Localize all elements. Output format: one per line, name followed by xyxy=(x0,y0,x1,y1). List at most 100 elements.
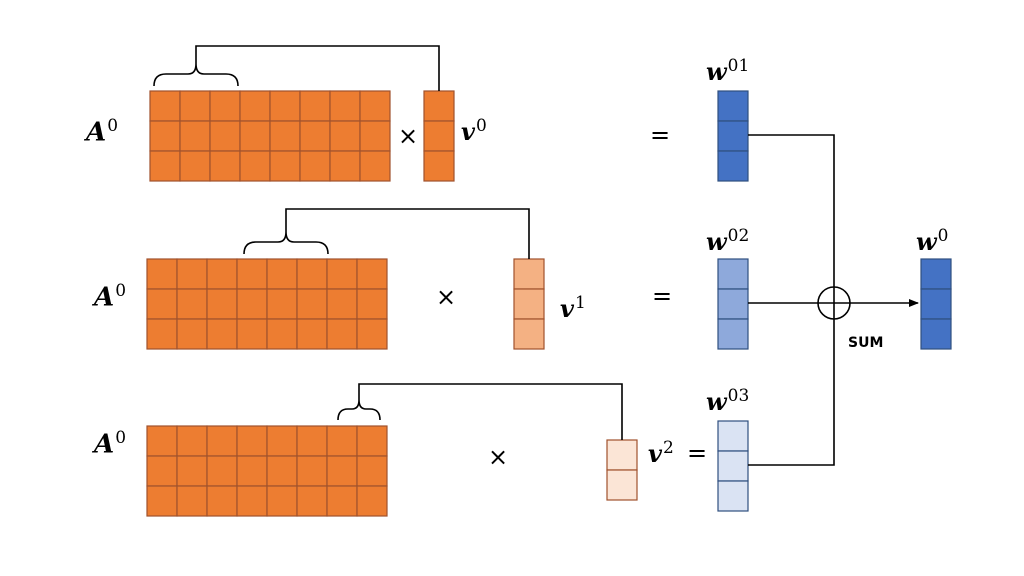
vector-cell xyxy=(513,288,545,320)
vector-cell xyxy=(606,469,638,501)
matrix-cell xyxy=(209,150,241,182)
matrix-cell xyxy=(329,120,361,152)
matrix-cell xyxy=(296,485,328,517)
connector-row3 xyxy=(358,383,623,440)
matrix-cell xyxy=(236,455,268,487)
equals-operator-row2: = xyxy=(652,282,673,310)
matrix-cell xyxy=(206,288,238,320)
line-w03-to-sum xyxy=(748,319,835,466)
matrix-cell xyxy=(326,318,358,350)
matrix-cell xyxy=(146,455,178,487)
matrix-cell xyxy=(266,258,298,290)
label-w0: w0 xyxy=(916,226,949,256)
matrix-cell xyxy=(296,258,328,290)
matrix-cell xyxy=(356,288,388,320)
matrix-cell xyxy=(239,150,271,182)
matrix-cell xyxy=(236,258,268,290)
matrix-cell xyxy=(236,288,268,320)
label-v0: v0 xyxy=(461,116,487,146)
matrix-cell xyxy=(299,120,331,152)
matrix-cell xyxy=(356,425,388,457)
line-w01-to-sum xyxy=(748,134,835,287)
matrix-cell xyxy=(209,90,241,122)
vector-cell xyxy=(717,120,749,152)
matrix-cell xyxy=(266,318,298,350)
label-w03: w03 xyxy=(706,386,750,416)
label-w01: w01 xyxy=(706,56,750,86)
matrix-cell xyxy=(266,288,298,320)
vector-cell xyxy=(920,288,952,320)
matrix-cell xyxy=(239,120,271,152)
equals-operator-row3: = xyxy=(687,439,708,467)
vector-cell xyxy=(717,90,749,122)
matrix-cell xyxy=(209,120,241,152)
matrix-cell xyxy=(206,318,238,350)
matrix-cell xyxy=(266,425,298,457)
matrix-cell xyxy=(356,318,388,350)
vector-cell xyxy=(717,258,749,290)
matrix-cell xyxy=(329,150,361,182)
vector-cell xyxy=(423,90,455,122)
vector-cell xyxy=(920,318,952,350)
matrix-cell xyxy=(356,485,388,517)
matrix-cell xyxy=(326,425,358,457)
connector-row2 xyxy=(285,208,530,259)
matrix-cell xyxy=(176,425,208,457)
matrix-cell xyxy=(359,90,391,122)
label-a0-row1: A0 xyxy=(86,116,119,148)
matrix-cell xyxy=(356,258,388,290)
matrix-cell xyxy=(146,288,178,320)
matrix-cell xyxy=(359,150,391,182)
matrix-a0-row2 xyxy=(146,258,388,350)
vector-cell xyxy=(717,318,749,350)
vector-cell xyxy=(717,288,749,320)
label-a0-row3: A0 xyxy=(94,428,127,460)
brace-row1 xyxy=(153,63,239,87)
matrix-cell xyxy=(179,120,211,152)
vector-w03 xyxy=(717,420,749,512)
matrix-cell xyxy=(329,90,361,122)
matrix-cell xyxy=(296,455,328,487)
times-operator-row1: × xyxy=(398,122,419,150)
matrix-cell xyxy=(206,258,238,290)
vector-cell xyxy=(513,258,545,290)
matrix-cell xyxy=(326,485,358,517)
matrix-cell xyxy=(299,150,331,182)
vector-v1 xyxy=(513,258,545,350)
matrix-cell xyxy=(239,90,271,122)
vector-v0 xyxy=(423,90,455,182)
matrix-cell xyxy=(206,425,238,457)
matrix-cell xyxy=(269,150,301,182)
vector-w01 xyxy=(717,90,749,182)
label-a0-row2: A0 xyxy=(94,281,127,313)
vector-w0 xyxy=(920,258,952,350)
times-operator-row3: × xyxy=(488,443,509,471)
matrix-cell xyxy=(269,120,301,152)
matrix-cell xyxy=(176,455,208,487)
times-operator-row2: × xyxy=(436,283,457,311)
matrix-cell xyxy=(146,425,178,457)
matrix-cell xyxy=(149,150,181,182)
matrix-cell xyxy=(356,455,388,487)
vector-cell xyxy=(717,480,749,512)
matrix-cell xyxy=(179,90,211,122)
matrix-cell xyxy=(146,258,178,290)
matrix-cell xyxy=(326,288,358,320)
matrix-cell xyxy=(299,90,331,122)
vector-v2 xyxy=(606,439,638,501)
vector-w02 xyxy=(717,258,749,350)
label-w02: w02 xyxy=(706,226,750,256)
matrix-cell xyxy=(176,318,208,350)
matrix-cell xyxy=(146,485,178,517)
vector-cell xyxy=(717,150,749,182)
matrix-cell xyxy=(176,485,208,517)
matrix-cell xyxy=(146,318,178,350)
matrix-cell xyxy=(326,455,358,487)
brace-row3 xyxy=(337,399,381,421)
matrix-cell xyxy=(236,425,268,457)
matrix-cell xyxy=(296,318,328,350)
vector-cell xyxy=(513,318,545,350)
matrix-cell xyxy=(176,258,208,290)
matrix-cell xyxy=(296,288,328,320)
matrix-a0-row3 xyxy=(146,425,388,517)
